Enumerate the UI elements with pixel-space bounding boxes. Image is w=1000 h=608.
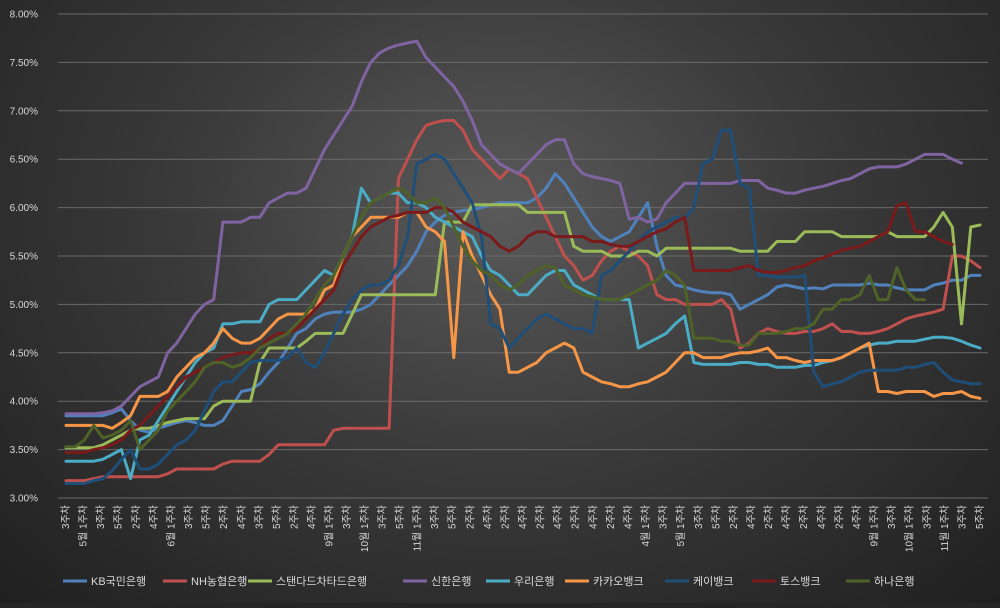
- x-tick-label: 4주차: [306, 505, 318, 529]
- x-tick-label: 2주차: [728, 505, 740, 529]
- x-tick-label: 4주차: [552, 505, 564, 529]
- x-tick-label: 3주차: [376, 505, 388, 529]
- gridlines: [58, 13, 988, 499]
- y-tick-label: 8.00%: [10, 10, 38, 21]
- x-tick-label: 3주차: [95, 505, 107, 529]
- x-tick-label: 10월 1주차: [359, 505, 371, 552]
- x-tick-label: 2주차: [464, 505, 476, 529]
- x-tick-label: 2주차: [833, 505, 845, 529]
- x-tick-label: 2주차: [535, 505, 547, 529]
- legend-label: 케이뱅크: [693, 575, 733, 588]
- x-tick-label: 4주차: [746, 505, 758, 529]
- y-tick-label: 4.50%: [10, 348, 38, 359]
- x-tick-label: 4주차: [816, 505, 828, 529]
- legend-label: 스탠다드차타드은행: [276, 575, 367, 588]
- x-tick-label: 3주차: [658, 505, 670, 529]
- y-tick-label: 3.00%: [10, 494, 38, 505]
- x-tick-label: 11월 1주차: [412, 505, 424, 551]
- x-tick-label: 2주차: [605, 505, 617, 529]
- x-tick-label: 5주차: [447, 505, 459, 529]
- x-tick-label: 3주차: [956, 505, 968, 529]
- x-tick-label: 4주차: [482, 505, 494, 529]
- x-tick-label: 2주차: [798, 505, 810, 529]
- legend-label: NH농협은행: [191, 575, 247, 588]
- x-tick-label: 5월 1주차: [78, 505, 90, 547]
- series-line-4: [64, 39, 963, 416]
- x-tick-label: 5주차: [974, 505, 986, 529]
- x-tick-label: 2주차: [570, 505, 582, 529]
- x-tick-label: 4주차: [587, 505, 599, 529]
- x-tick-label: 4월 1주차: [640, 505, 652, 547]
- y-tick-label: 6.50%: [10, 155, 38, 166]
- x-axis: 3주차 5월 1주차 3주차 5주차 2주차 4주차 6월 1주차 3주차 5주차 2주차 4주차 3…: [60, 505, 986, 552]
- legend-label: 신한은행: [431, 575, 471, 588]
- y-tick-label: 4.00%: [10, 397, 38, 408]
- x-tick-label: 4주차: [148, 505, 160, 529]
- y-tick-label: 5.00%: [10, 300, 38, 311]
- x-tick-label: 9월 1주차: [324, 505, 336, 547]
- x-tick-label: 4주차: [622, 505, 634, 529]
- series-line-1: [64, 172, 982, 434]
- y-tick-label: 3.50%: [10, 445, 38, 456]
- x-tick-label: 3주차: [429, 505, 441, 529]
- x-tick-label: 2주차: [499, 505, 511, 529]
- series-lines: [64, 39, 982, 485]
- legend-label: 토스뱅크: [780, 575, 820, 588]
- x-tick-label: 10월 1주차: [904, 505, 916, 552]
- legend-label: 하나은행: [874, 574, 914, 588]
- legend-label: 우리은행: [514, 575, 554, 588]
- x-tick-label: 2주차: [763, 505, 775, 529]
- x-tick-label: 3주차: [253, 505, 265, 529]
- series-line-9: [64, 186, 927, 452]
- x-tick-label: 2주차: [218, 505, 230, 529]
- x-tick-label: 3주차: [60, 505, 72, 529]
- x-tick-label: 3주차: [341, 505, 353, 529]
- x-tick-label: 2주차: [289, 505, 301, 529]
- x-tick-label: 2주차: [130, 505, 142, 529]
- y-tick-label: 7.50%: [10, 58, 38, 69]
- series-line-6: [64, 210, 982, 430]
- series-line-8: [64, 201, 954, 454]
- x-tick-label: 5주차: [394, 505, 406, 529]
- y-tick-label: 6.00%: [10, 203, 38, 214]
- x-tick-label: 6월 1주차: [165, 505, 177, 547]
- x-tick-label: 4주차: [851, 505, 863, 529]
- x-tick-label: 5주차: [113, 505, 125, 529]
- x-tick-label: 11월 1주차: [939, 505, 951, 551]
- y-axis: 3.00% 3.50% 4.00% 4.50% 5.00% 5.50% 6.00% 6.50%…: [10, 10, 38, 505]
- y-tick-label: 7.00%: [10, 106, 38, 117]
- x-tick-label: 4주차: [236, 505, 248, 529]
- x-tick-label: 5월 1주차: [675, 505, 687, 547]
- legend-label: 카카오뱅크: [593, 575, 644, 588]
- series-line-3: [64, 203, 982, 450]
- y-tick-label: 5.50%: [10, 252, 38, 263]
- legend: KB국민은행 NH농협은행 스탠다드차타드은행 신한은행 우리은행 카카오뱅크 케이뱅크 토스…: [63, 574, 914, 588]
- x-tick-label: 5주차: [710, 505, 722, 529]
- x-tick-label: 9월 1주차: [869, 505, 881, 547]
- x-tick-label: 4주차: [781, 505, 793, 529]
- legend-label: KB국민은행: [91, 575, 146, 588]
- x-tick-label: 3주차: [693, 505, 705, 529]
- series-line-2: [64, 119, 982, 483]
- x-tick-label: 4주차: [517, 505, 529, 529]
- x-tick-label: 3주차: [921, 505, 933, 529]
- x-tick-label: 5주차: [201, 505, 213, 529]
- x-tick-label: 3주차: [886, 505, 898, 529]
- x-tick-label: 3주차: [183, 505, 195, 529]
- x-tick-label: 5주차: [271, 505, 283, 529]
- series-line-7: [64, 128, 982, 485]
